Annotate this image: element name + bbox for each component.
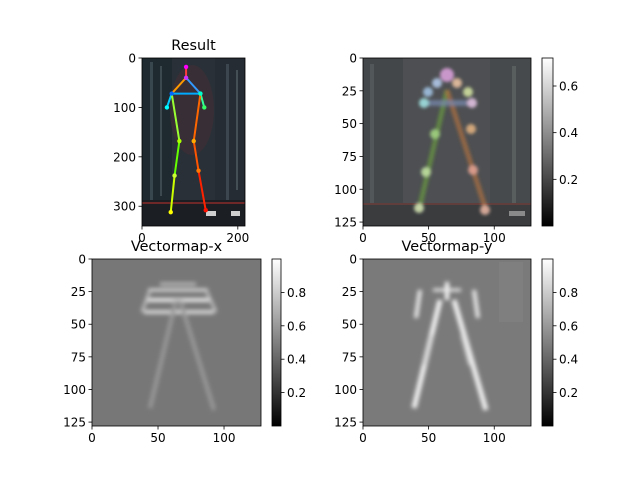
y-tick-label: 300 — [113, 200, 136, 214]
panel-heatmap — [363, 58, 531, 226]
colorbar-gradient — [541, 258, 554, 427]
y-tick-label: 75 — [342, 150, 357, 164]
colorbar-tick-label: 0.2 — [287, 386, 306, 400]
colorbar-gradient — [541, 57, 554, 227]
x-tick-label: 50 — [421, 231, 436, 245]
axes-frame — [91, 258, 262, 427]
skeleton-limb — [173, 140, 181, 177]
panel-title: Result — [171, 38, 216, 54]
x-tick-label: 200 — [226, 231, 249, 245]
panel-title: Vectormap-y — [401, 239, 493, 255]
axes-frame — [362, 258, 532, 427]
y-tick-label: 50 — [71, 318, 86, 332]
vectormap-x-image — [92, 259, 261, 426]
keypoint — [172, 173, 177, 178]
y-tick-label: 75 — [342, 350, 357, 364]
y-tick-label: 125 — [63, 416, 86, 430]
keypoint — [183, 75, 189, 80]
vectormap-x-limbs — [140, 282, 218, 411]
axes-2: 0 50 1000255075100125Vectormap-x0.20.40.60… — [63, 239, 306, 445]
keypoint — [169, 91, 174, 96]
axes-frame — [141, 57, 246, 227]
panel-vectormap-x — [92, 259, 261, 426]
skeleton-limb — [165, 92, 173, 109]
colorbar-tick-label: 0.4 — [287, 353, 306, 367]
y-tick-label: 200 — [113, 150, 136, 164]
axes-3: 0 50 1000255075100125Vectormap-y0.20.40.60… — [334, 239, 578, 445]
skeleton-limb — [192, 92, 202, 143]
axes-0: 0 200 0 100 200 300 Result — [113, 38, 249, 245]
panel-title: Vectormap-x — [131, 239, 223, 255]
panel-result — [142, 58, 245, 226]
keypoint — [203, 207, 208, 213]
colorbar-tick-label: 0.2 — [559, 386, 578, 400]
y-tick-label: 0 — [78, 253, 86, 267]
skeleton-limb — [185, 76, 202, 95]
y-tick-label: 0 — [128, 52, 136, 66]
axes-frame — [362, 57, 532, 227]
x-tick-label: 100 — [483, 231, 506, 245]
keypoint — [177, 138, 182, 144]
y-tick-label: 100 — [113, 101, 136, 115]
x-tick-label: 50 — [150, 431, 165, 445]
colorbar-tick-label: 0.6 — [559, 319, 578, 333]
x-tick-label: 0 — [359, 431, 367, 445]
y-tick-label: 125 — [334, 416, 357, 430]
x-tick-label: 0 — [359, 231, 367, 245]
keypoint — [183, 64, 189, 70]
heatmap-image — [363, 58, 531, 226]
colorbar-tick-label: 0.4 — [559, 353, 578, 367]
keypoint — [164, 105, 170, 110]
colorbar: 0.2 0.4 0.6 0.8 — [271, 258, 306, 427]
skeleton-limb — [197, 169, 207, 212]
colorbar: 0.2 0.4 0.6 — [541, 57, 578, 227]
x-tick-label: 0 — [88, 431, 96, 445]
colorbar-tick-label: 0.6 — [287, 319, 306, 333]
colorbar: 0.2 0.4 0.6 0.8 — [541, 258, 578, 427]
colorbar-gradient — [271, 258, 282, 427]
keypoint — [168, 209, 173, 215]
vectormap-y-limbs — [411, 282, 489, 411]
skeleton-limb — [170, 92, 181, 143]
skeleton-limb — [169, 174, 176, 214]
colorbar-tick-label: 0.8 — [559, 286, 578, 300]
keypoint — [198, 91, 203, 96]
y-tick-label: 100 — [334, 183, 357, 197]
y-tick-label: 0 — [349, 52, 357, 66]
y-tick-label: 50 — [342, 117, 357, 131]
x-tick-label: 0 — [138, 231, 146, 245]
x-tick-label: 50 — [421, 431, 436, 445]
colorbar-tick-label: 0.4 — [559, 126, 578, 140]
y-tick-label: 75 — [71, 350, 86, 364]
skeleton-limb — [192, 140, 200, 172]
colorbar-tick-label: 0.2 — [559, 173, 578, 187]
x-tick-label: 100 — [213, 431, 236, 445]
skeleton-limb — [170, 76, 188, 95]
keypoints — [164, 64, 208, 215]
y-tick-label: 100 — [334, 383, 357, 397]
colorbar-tick-label: 0.8 — [287, 286, 306, 300]
panel-vectormap-y — [363, 259, 531, 426]
y-tick-label: 25 — [342, 84, 357, 98]
heatmap-blobs — [414, 68, 490, 215]
y-tick-label: 125 — [334, 216, 357, 230]
x-tick-label: 100 — [483, 431, 506, 445]
y-tick-label: 0 — [349, 253, 357, 267]
keypoint — [196, 168, 201, 173]
colorbar-tick-label: 0.6 — [559, 80, 578, 94]
keypoint — [191, 138, 196, 144]
y-tick-label: 50 — [342, 318, 357, 332]
axes-1: 0 50 100 0 25 50 75 100 125 0.2 0.4 0.6 — [334, 52, 578, 246]
y-tick-label: 25 — [342, 285, 357, 299]
keypoint — [202, 105, 207, 110]
y-tick-label: 100 — [63, 383, 86, 397]
y-tick-label: 25 — [71, 285, 86, 299]
